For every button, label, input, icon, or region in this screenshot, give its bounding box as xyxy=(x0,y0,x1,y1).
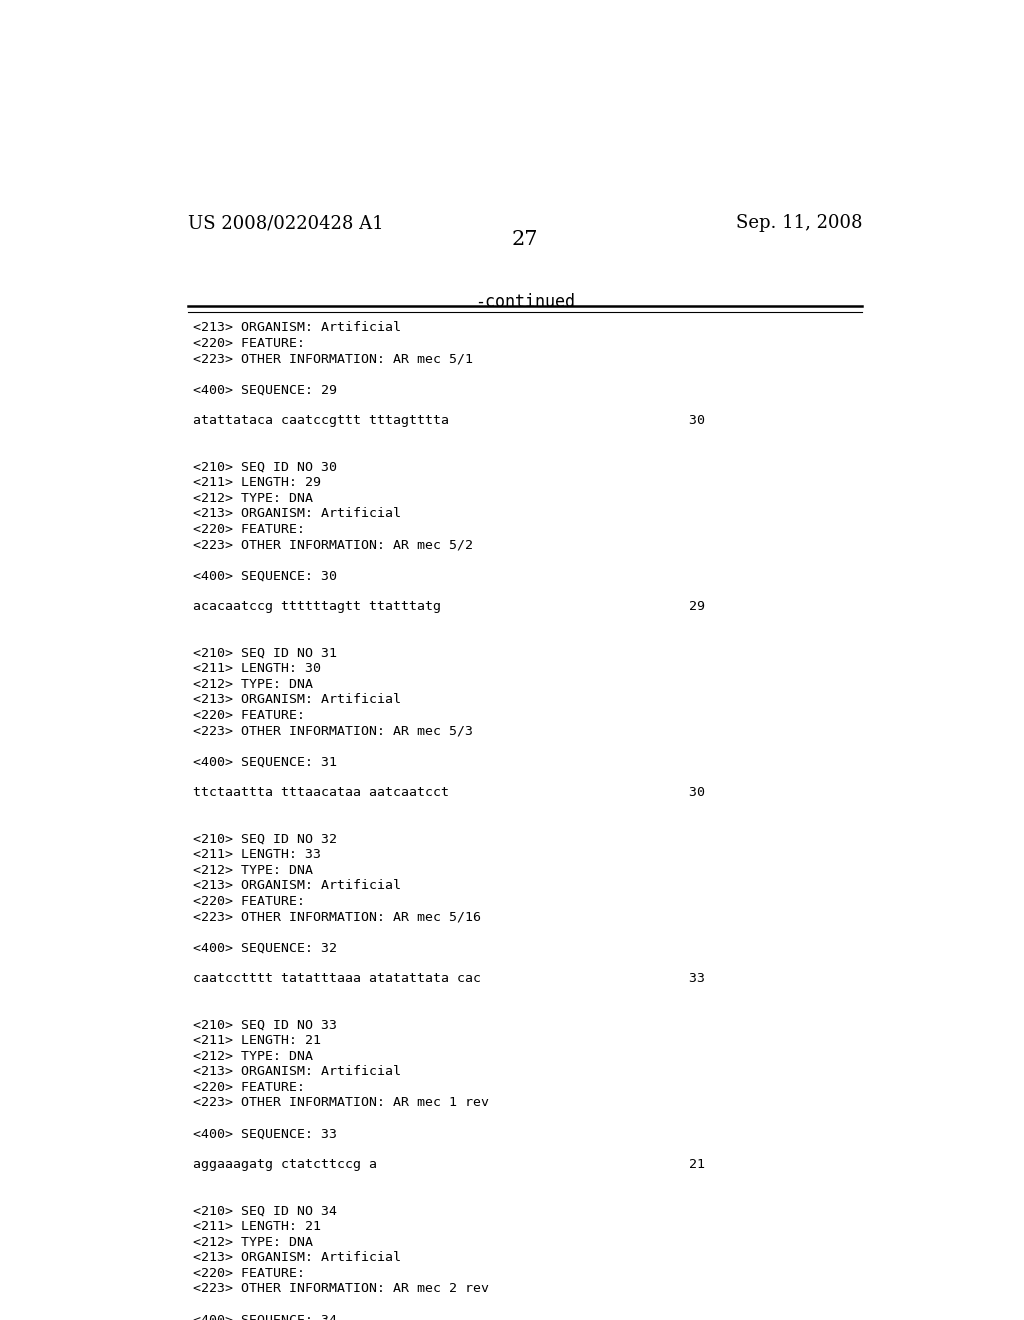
Text: <211> LENGTH: 29: <211> LENGTH: 29 xyxy=(194,477,322,490)
Text: <223> OTHER INFORMATION: AR mec 1 rev: <223> OTHER INFORMATION: AR mec 1 rev xyxy=(194,1097,489,1109)
Text: <400> SEQUENCE: 30: <400> SEQUENCE: 30 xyxy=(194,569,337,582)
Text: atattataca caatccgttt tttagtttta                              30: atattataca caatccgttt tttagtttta 30 xyxy=(194,414,706,428)
Text: -continued: -continued xyxy=(475,293,574,310)
Text: <220> FEATURE:: <220> FEATURE: xyxy=(194,523,305,536)
Text: <223> OTHER INFORMATION: AR mec 5/16: <223> OTHER INFORMATION: AR mec 5/16 xyxy=(194,911,481,923)
Text: <210> SEQ ID NO 34: <210> SEQ ID NO 34 xyxy=(194,1205,337,1218)
Text: <220> FEATURE:: <220> FEATURE: xyxy=(194,1081,305,1094)
Text: <210> SEQ ID NO 32: <210> SEQ ID NO 32 xyxy=(194,833,337,846)
Text: <223> OTHER INFORMATION: AR mec 2 rev: <223> OTHER INFORMATION: AR mec 2 rev xyxy=(194,1283,489,1295)
Text: aggaaagatg ctatcttccg a                                       21: aggaaagatg ctatcttccg a 21 xyxy=(194,1159,706,1171)
Text: caatcctttt tatatttaaa atatattata cac                          33: caatcctttt tatatttaaa atatattata cac 33 xyxy=(194,973,706,985)
Text: Sep. 11, 2008: Sep. 11, 2008 xyxy=(735,214,862,232)
Text: <223> OTHER INFORMATION: AR mec 5/2: <223> OTHER INFORMATION: AR mec 5/2 xyxy=(194,539,473,552)
Text: US 2008/0220428 A1: US 2008/0220428 A1 xyxy=(187,214,383,232)
Text: <400> SEQUENCE: 32: <400> SEQUENCE: 32 xyxy=(194,941,337,954)
Text: <212> TYPE: DNA: <212> TYPE: DNA xyxy=(194,677,313,690)
Text: <220> FEATURE:: <220> FEATURE: xyxy=(194,895,305,908)
Text: <223> OTHER INFORMATION: AR mec 5/1: <223> OTHER INFORMATION: AR mec 5/1 xyxy=(194,352,473,366)
Text: <400> SEQUENCE: 33: <400> SEQUENCE: 33 xyxy=(194,1127,337,1140)
Text: <223> OTHER INFORMATION: AR mec 5/3: <223> OTHER INFORMATION: AR mec 5/3 xyxy=(194,725,473,737)
Text: <210> SEQ ID NO 31: <210> SEQ ID NO 31 xyxy=(194,647,337,660)
Text: <220> FEATURE:: <220> FEATURE: xyxy=(194,709,305,722)
Text: <212> TYPE: DNA: <212> TYPE: DNA xyxy=(194,1236,313,1249)
Text: <210> SEQ ID NO 30: <210> SEQ ID NO 30 xyxy=(194,461,337,474)
Text: <213> ORGANISM: Artificial: <213> ORGANISM: Artificial xyxy=(194,1251,401,1265)
Text: <211> LENGTH: 33: <211> LENGTH: 33 xyxy=(194,849,322,861)
Text: <211> LENGTH: 21: <211> LENGTH: 21 xyxy=(194,1035,322,1047)
Text: <210> SEQ ID NO 33: <210> SEQ ID NO 33 xyxy=(194,1019,337,1032)
Text: <211> LENGTH: 21: <211> LENGTH: 21 xyxy=(194,1221,322,1233)
Text: <400> SEQUENCE: 34: <400> SEQUENCE: 34 xyxy=(194,1313,337,1320)
Text: <220> FEATURE:: <220> FEATURE: xyxy=(194,337,305,350)
Text: acacaatccg ttttttagtt ttatttatg                               29: acacaatccg ttttttagtt ttatttatg 29 xyxy=(194,601,706,614)
Text: <213> ORGANISM: Artificial: <213> ORGANISM: Artificial xyxy=(194,507,401,520)
Text: <212> TYPE: DNA: <212> TYPE: DNA xyxy=(194,491,313,504)
Text: <211> LENGTH: 30: <211> LENGTH: 30 xyxy=(194,663,322,675)
Text: <213> ORGANISM: Artificial: <213> ORGANISM: Artificial xyxy=(194,693,401,706)
Text: <212> TYPE: DNA: <212> TYPE: DNA xyxy=(194,1049,313,1063)
Text: <213> ORGANISM: Artificial: <213> ORGANISM: Artificial xyxy=(194,1065,401,1078)
Text: <212> TYPE: DNA: <212> TYPE: DNA xyxy=(194,863,313,876)
Text: ttctaattta tttaacataa aatcaatcct                              30: ttctaattta tttaacataa aatcaatcct 30 xyxy=(194,787,706,799)
Text: 27: 27 xyxy=(512,230,538,248)
Text: <400> SEQUENCE: 29: <400> SEQUENCE: 29 xyxy=(194,383,337,396)
Text: <213> ORGANISM: Artificial: <213> ORGANISM: Artificial xyxy=(194,321,401,334)
Text: <400> SEQUENCE: 31: <400> SEQUENCE: 31 xyxy=(194,755,337,768)
Text: <213> ORGANISM: Artificial: <213> ORGANISM: Artificial xyxy=(194,879,401,892)
Text: <220> FEATURE:: <220> FEATURE: xyxy=(194,1267,305,1280)
